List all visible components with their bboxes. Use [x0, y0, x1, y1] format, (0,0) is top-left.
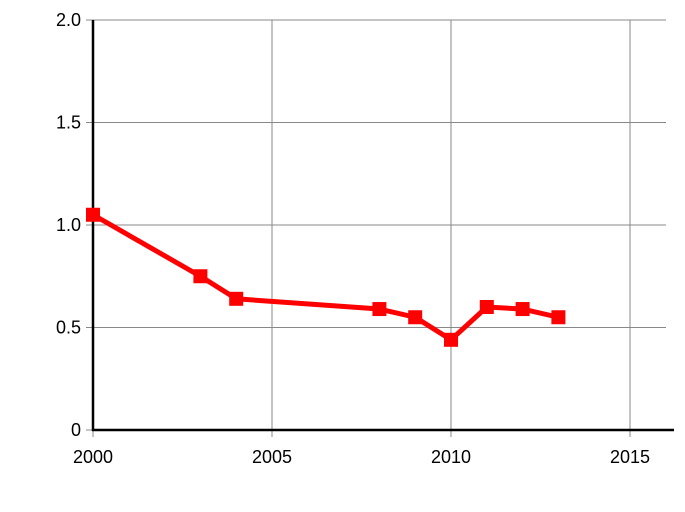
- y-tick-label: 0.5: [56, 318, 81, 338]
- data-point: [372, 302, 387, 317]
- series: [86, 207, 566, 347]
- tick-labels: 0 0.5 1.0 1.5 2.0 2000 2005 2010 2015: [56, 10, 650, 467]
- grid: [86, 19, 666, 437]
- x-tick-label: 2010: [431, 447, 471, 467]
- y-tick-label: 2.0: [56, 10, 81, 30]
- axes: [91, 20, 674, 432]
- series-line: [91, 212, 559, 343]
- data-point: [479, 300, 494, 314]
- x-tick-label: 2005: [252, 447, 292, 467]
- data-point: [408, 310, 423, 325]
- x-tick-label: 2015: [610, 447, 650, 467]
- data-point: [551, 310, 566, 325]
- y-tick-label: 1.5: [56, 113, 81, 133]
- data-point: [229, 291, 244, 306]
- y-tick-label: 1.0: [56, 215, 81, 235]
- data-point: [86, 207, 100, 222]
- data-point: [193, 269, 208, 284]
- data-point: [444, 332, 458, 347]
- data-point: [515, 302, 530, 317]
- x-tick-label: 2000: [73, 447, 113, 467]
- y-tick-label: 0: [71, 420, 81, 440]
